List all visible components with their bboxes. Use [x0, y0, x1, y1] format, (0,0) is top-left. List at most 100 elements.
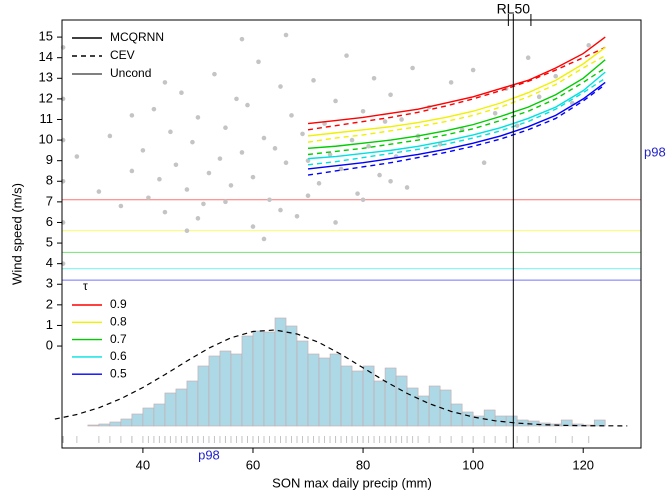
x-tick-label: 100	[462, 457, 484, 472]
data-point	[118, 203, 124, 209]
tau-legend-label: 0.7	[110, 332, 127, 346]
data-point	[553, 73, 558, 79]
data-point	[481, 160, 487, 166]
data-point	[289, 113, 294, 118]
histogram-bar	[87, 424, 100, 427]
data-point	[388, 92, 393, 98]
legend-label: CEV	[110, 48, 135, 62]
y-tick-label: 0	[46, 337, 53, 352]
data-point	[366, 143, 371, 149]
data-point	[492, 111, 498, 116]
data-point	[201, 201, 206, 207]
data-point	[245, 102, 250, 108]
x-tick-label: 40	[136, 457, 150, 472]
data-point	[184, 228, 190, 234]
tau-legend-label: 0.8	[110, 314, 127, 328]
data-point	[206, 170, 212, 176]
data-point	[190, 139, 195, 145]
density-curve	[54, 329, 628, 427]
histogram-bar	[483, 409, 496, 427]
y-tick-label: 12	[39, 90, 53, 105]
histogram-bar	[318, 357, 331, 427]
data-point	[212, 71, 217, 77]
histogram-bar	[219, 350, 232, 427]
y-tick-label: 9	[46, 152, 53, 167]
data-point	[151, 106, 157, 112]
histogram-bar	[285, 325, 298, 427]
histogram-bar	[395, 375, 408, 427]
histogram-bar	[241, 335, 254, 427]
histogram-bar	[208, 355, 221, 427]
data-point	[129, 168, 135, 174]
data-point	[371, 75, 377, 81]
data-point	[382, 119, 388, 124]
p98-x-label: p98	[198, 447, 220, 462]
data-point	[404, 185, 410, 190]
data-point	[129, 113, 135, 118]
data-point	[272, 146, 278, 151]
cev-curve	[307, 67, 606, 156]
data-point	[217, 156, 223, 161]
data-point	[586, 43, 592, 48]
data-point	[223, 125, 228, 131]
y-tick-label: 11	[40, 111, 54, 126]
y-tick-label: 15	[39, 29, 53, 44]
tau-legend-label: 0.6	[110, 349, 127, 363]
y-tick-label: 3	[46, 276, 53, 291]
data-point	[223, 199, 228, 205]
histogram-bar	[296, 340, 309, 427]
y-tick-label: 14	[39, 49, 53, 64]
tau-legend-title: τ	[83, 279, 88, 293]
data-point	[305, 193, 311, 198]
histogram-bar	[329, 353, 342, 427]
y-tick-label: 13	[39, 70, 53, 85]
data-point	[107, 133, 113, 139]
data-point	[294, 213, 300, 219]
data-point	[514, 123, 520, 128]
histogram-bar	[153, 403, 166, 427]
histogram-bar	[351, 370, 364, 427]
y-tick-label: 8	[46, 173, 53, 188]
data-point	[267, 197, 272, 203]
data-point	[179, 90, 184, 96]
x-tick-label: 60	[246, 457, 260, 472]
cev-curve	[307, 46, 606, 131]
data-point	[344, 53, 349, 58]
rl50-label: RL50	[497, 1, 531, 17]
y-tick-label: 4	[46, 255, 53, 270]
data-point	[184, 187, 190, 192]
data-point	[162, 209, 168, 215]
cev-curve	[307, 83, 606, 176]
p98-y-label: p98	[644, 144, 666, 159]
histogram-bar	[142, 407, 155, 427]
data-point	[239, 36, 245, 42]
data-point	[173, 162, 179, 168]
data-point	[234, 96, 239, 102]
data-point	[536, 94, 542, 100]
data-point	[261, 135, 267, 141]
data-point	[360, 108, 366, 114]
y-tick-label: 10	[39, 132, 53, 147]
mcqrnn-curve	[307, 46, 606, 137]
data-point	[195, 216, 201, 221]
data-point	[140, 148, 146, 153]
histogram-bar	[175, 388, 188, 427]
data-point	[60, 45, 66, 50]
data-point	[256, 59, 261, 65]
data-point	[311, 78, 316, 83]
data-point	[228, 183, 234, 188]
y-tick-label: 5	[46, 235, 53, 250]
plot-frame	[61, 19, 642, 449]
histogram-bar	[362, 365, 375, 427]
tau-legend-label: 0.5	[110, 366, 127, 380]
data-point	[157, 176, 162, 182]
y-tick-label: 1	[46, 317, 53, 332]
x-axis-label: SON max daily precip (mm)	[272, 475, 432, 490]
data-point	[448, 80, 454, 85]
histogram-bar	[373, 380, 386, 427]
histogram-bar	[186, 380, 199, 427]
histogram-bar	[461, 411, 474, 427]
histogram-bar	[197, 365, 210, 427]
data-point	[333, 98, 338, 104]
data-point	[162, 80, 168, 85]
